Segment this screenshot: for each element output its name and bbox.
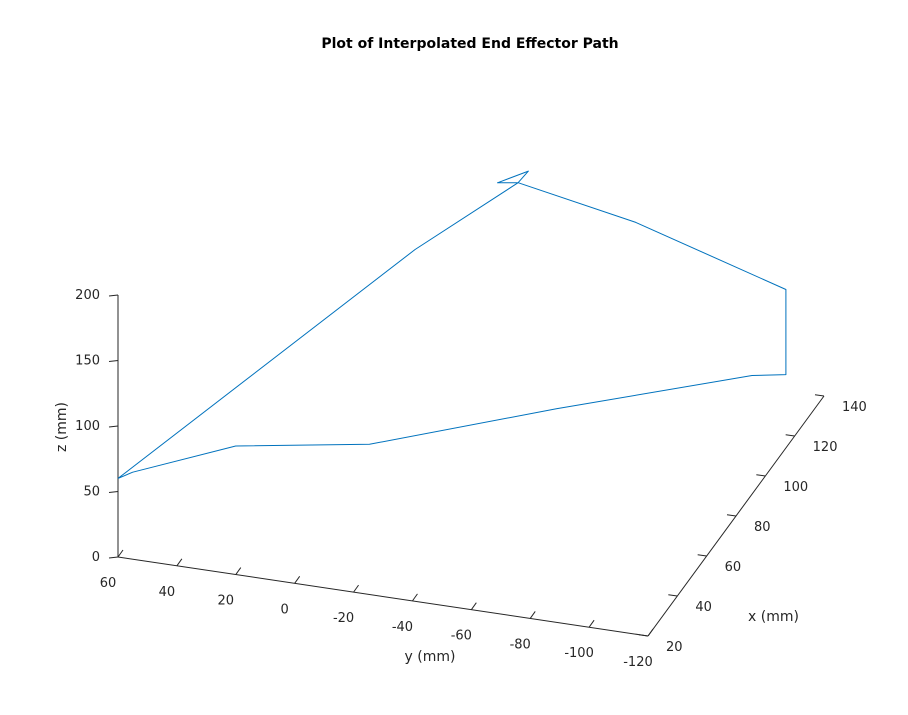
z-tick-label-0: 0: [92, 550, 100, 565]
z-axis-label: z (mm): [54, 402, 70, 452]
y-tick-2: [235, 567, 242, 575]
x-tick-label-3: 80: [754, 520, 771, 535]
z-tick-0: [108, 556, 119, 559]
x-tick-3: [726, 514, 737, 517]
ticks-group: [108, 294, 825, 637]
x-tick-6: [814, 394, 825, 397]
z-tick-label-4: 200: [75, 288, 100, 303]
x-tick-label-5: 120: [813, 440, 838, 455]
y-tick-3: [294, 576, 301, 584]
z-tick-label-3: 150: [75, 354, 100, 369]
z-tick-label-1: 50: [83, 485, 100, 500]
series-line-0: [117, 170, 787, 479]
z-tick-2: [108, 425, 119, 428]
x-tick-0: [638, 634, 649, 637]
y-tick-label-1: 40: [159, 585, 176, 600]
y-tick-6: [470, 602, 477, 610]
x-tick-label-2: 60: [725, 560, 742, 575]
x-tick-label-0: 20: [666, 640, 683, 655]
y-tick-label-2: 20: [218, 594, 235, 609]
z-tick-label-2: 100: [75, 419, 100, 434]
y-tick-0: [117, 549, 124, 558]
x-tick-1: [668, 594, 678, 597]
y-tick-9: [647, 628, 654, 637]
y-tick-label-3: 0: [281, 602, 289, 617]
z-tick-1: [108, 491, 119, 493]
x-tick-4: [756, 474, 766, 477]
y-tick-label-9: -120: [623, 655, 653, 670]
x-tick-label-6: 140: [842, 400, 867, 415]
axes-group: [117, 295, 825, 637]
y-axis-label: y (mm): [405, 649, 456, 665]
tick-labels-group: 204060801001201406040200-20-40-60-80-100…: [75, 288, 867, 670]
y-tick-5: [412, 593, 418, 602]
y-tick-label-7: -80: [510, 637, 531, 652]
x-axis-label: x (mm): [748, 609, 799, 625]
y-tick-1: [176, 558, 183, 567]
x-tick-label-4: 100: [783, 480, 808, 495]
y-tick-label-5: -40: [392, 620, 413, 635]
y-tick-label-6: -60: [451, 629, 472, 644]
y-tick-label-0: 60: [100, 576, 117, 591]
z-tick-3: [108, 360, 119, 362]
y-tick-8: [588, 619, 595, 628]
y-tick-4: [353, 584, 359, 593]
y-tick-7: [529, 611, 536, 619]
x-tick-5: [785, 434, 795, 437]
y-tick-label-8: -100: [564, 646, 594, 661]
chart-title: Plot of Interpolated End Effector Path: [321, 36, 618, 52]
y-tick-label-4: -20: [333, 611, 354, 626]
y-axis-line: [117, 556, 649, 637]
z-tick-4: [108, 294, 119, 297]
x-tick-label-1: 40: [695, 600, 712, 615]
series-group: [117, 170, 787, 479]
x-tick-2: [697, 554, 707, 557]
